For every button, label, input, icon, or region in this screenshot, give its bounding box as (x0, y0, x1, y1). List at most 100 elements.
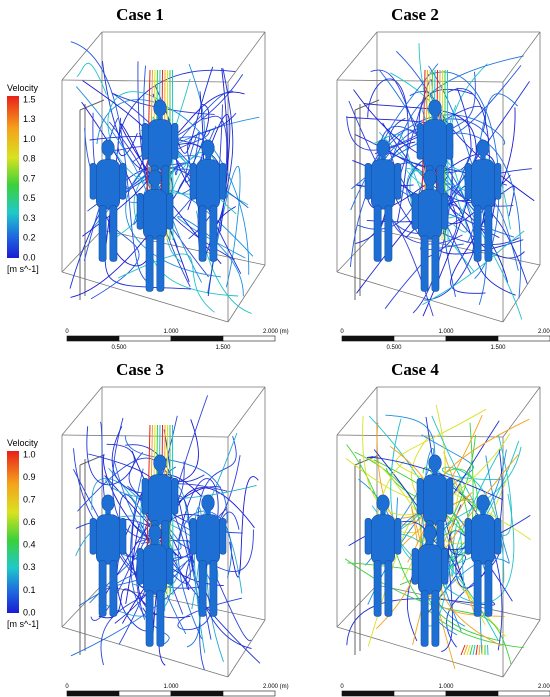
scale-label: 1.000 (438, 329, 454, 335)
panel-title: Case 4 (391, 360, 439, 379)
scale-segment (497, 690, 550, 697)
scale-segment (66, 690, 120, 697)
box-edge (101, 229, 266, 266)
streamline (200, 115, 228, 182)
streamline (76, 62, 107, 95)
mannequin-head (376, 139, 390, 157)
mannequin-torso (148, 119, 173, 170)
box-edge (61, 626, 229, 678)
streamline (351, 132, 522, 299)
legend-unit: [m s^-1] (7, 619, 39, 629)
mannequin-leg (431, 235, 440, 292)
legend-title: Velocity (7, 438, 39, 448)
mannequin-neck (152, 184, 158, 192)
mannequin-leg (198, 560, 207, 617)
streamline (449, 63, 523, 320)
scale-label: 0.500 (386, 345, 402, 351)
box-edge (336, 626, 504, 678)
mannequin-leg (484, 205, 493, 262)
mannequin-neck (105, 154, 111, 162)
jet-streamline (472, 644, 476, 656)
scale-segment (341, 690, 395, 697)
mannequin-arm (394, 163, 402, 200)
mannequin-arm (171, 123, 179, 160)
jet-streamline (463, 644, 468, 656)
mannequin-arm (171, 478, 179, 515)
scale-segment (66, 335, 120, 342)
scale-label: 0 (340, 684, 344, 690)
box-edge (61, 386, 103, 436)
mannequin-head (101, 139, 115, 157)
mannequin-head (201, 494, 215, 512)
streamline (367, 455, 503, 501)
mannequin-neck (380, 154, 386, 162)
box-edge (502, 31, 541, 83)
box-edge (336, 584, 378, 628)
streamline (375, 418, 530, 630)
legend-tick-label: 0.1 (23, 585, 36, 595)
mannequin-head (476, 139, 490, 157)
panel-title: Case 1 (116, 5, 164, 24)
mannequin-neck (157, 114, 163, 122)
legend-tick-label: 1.5 (23, 94, 36, 104)
mannequin-arm (136, 193, 144, 230)
scale-segment (118, 335, 172, 342)
streamline (125, 523, 224, 604)
streamline (98, 588, 156, 619)
scale-label: 1.000 (163, 684, 179, 690)
jet-streamline (475, 644, 478, 656)
mannequin-neck (205, 154, 211, 162)
mannequin-arm (364, 163, 372, 200)
mannequin-torso (196, 514, 221, 565)
box-edge (227, 264, 266, 323)
mannequin-head (153, 99, 167, 117)
mannequin-arm (494, 518, 502, 555)
streamline (117, 253, 215, 313)
mannequin-torso (471, 514, 496, 565)
legend-tick-label: 0.7 (23, 173, 36, 183)
mannequin-leg (156, 235, 165, 292)
mannequin-leg (431, 590, 440, 647)
streamline (447, 202, 509, 283)
mannequin-neck (480, 154, 486, 162)
door (354, 454, 380, 655)
box-edge (336, 31, 378, 81)
mannequin-neck (152, 539, 158, 547)
legend-tick-label: 0.5 (23, 193, 36, 203)
scale-label: 2.000 (m) (263, 684, 289, 690)
mannequin-head (148, 169, 162, 187)
scale-label: 1.500 (215, 345, 231, 351)
mannequin-arm (166, 193, 174, 230)
scale-segment (393, 335, 447, 342)
mannequin-arm (416, 123, 424, 160)
mannequin-torso (423, 474, 448, 525)
mannequin-neck (432, 114, 438, 122)
mannequin-arm (411, 548, 419, 585)
mannequin-head (101, 494, 115, 512)
mannequin-neck (427, 539, 433, 547)
legend-tick-label: 1.3 (23, 114, 36, 124)
scale-label: 2.000 (m) (538, 684, 550, 690)
streamline (177, 510, 232, 640)
legend-tick-label: 0.7 (23, 495, 36, 505)
box-edge (61, 79, 229, 83)
scale-segment (222, 335, 276, 342)
mannequin-leg (473, 560, 482, 617)
streamline (96, 99, 250, 275)
scale-segment (170, 335, 224, 342)
scale-label: 1.000 (438, 684, 454, 690)
scale-label: 0 (340, 329, 344, 335)
mannequin-torso (423, 119, 448, 170)
jet-streamline (460, 644, 466, 656)
mannequin-head (376, 494, 390, 512)
mannequin-arm (141, 123, 149, 160)
legend-tick-label: 0.0 (23, 607, 36, 617)
streamline (367, 78, 409, 223)
mannequin-neck (205, 509, 211, 517)
mannequin-torso (96, 159, 121, 210)
mannequin-neck (480, 509, 486, 517)
streamline (375, 526, 507, 637)
